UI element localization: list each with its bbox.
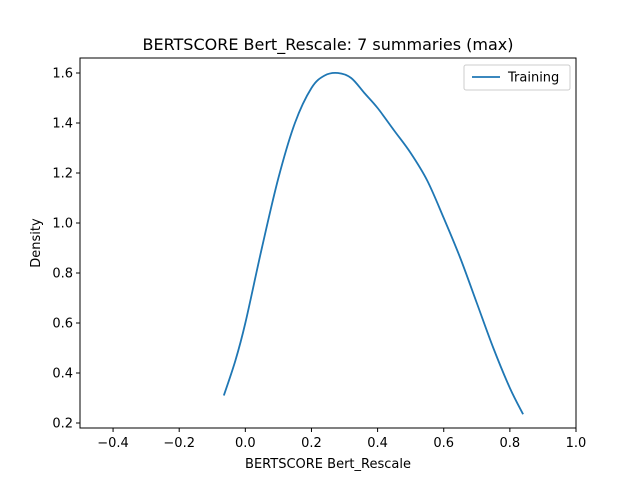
y-tick-label: 0.4 [52, 367, 73, 382]
y-tick-label: 1.4 [52, 117, 73, 132]
y-tick-label: 0.6 [52, 317, 73, 332]
x-tick-label: 1.0 [566, 436, 587, 451]
legend: Training [464, 65, 570, 90]
x-tick-label: 0.8 [500, 436, 521, 451]
y-tick-label: 0.8 [52, 267, 73, 282]
x-tick-label: −0.4 [97, 436, 129, 451]
legend-label-training: Training [507, 71, 559, 86]
y-tick-label: 1.2 [52, 167, 73, 182]
x-axis-title: BERTSCORE Bert_Rescale [245, 457, 411, 472]
x-tick-label: 0.2 [301, 436, 322, 451]
y-tick-label: 1.0 [52, 217, 73, 232]
x-tick-label: 0.6 [433, 436, 454, 451]
y-axis-title: Density [29, 218, 44, 268]
chart-title: BERTSCORE Bert_Rescale: 7 summaries (max… [142, 35, 513, 55]
y-tick-label: 1.6 [52, 67, 73, 82]
x-tick-label: −0.2 [163, 436, 195, 451]
x-tick-label: 0.4 [367, 436, 388, 451]
x-tick-label: 0.0 [235, 436, 256, 451]
y-tick-label: 0.2 [52, 417, 73, 432]
